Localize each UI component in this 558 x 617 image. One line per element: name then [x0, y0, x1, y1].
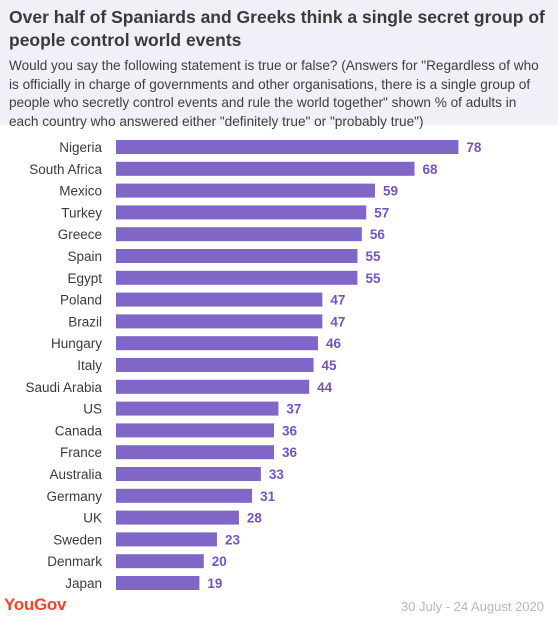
category-label-hungary: Hungary: [51, 336, 102, 351]
category-label-egypt: Egypt: [67, 271, 102, 286]
value-label-nigeria: 78: [466, 140, 482, 155]
value-label-germany: 31: [260, 489, 276, 504]
category-label-spain: Spain: [67, 249, 102, 264]
bar-brazil: [116, 314, 323, 329]
value-label-brazil: 47: [330, 314, 345, 329]
category-label-turkey: Turkey: [61, 205, 102, 220]
date-range: 30 July - 24 August 2020: [400, 599, 544, 614]
value-label-spain: 55: [365, 249, 381, 264]
category-label-italy: Italy: [77, 358, 102, 373]
bar-japan: [116, 576, 200, 590]
bar-turkey: [116, 205, 367, 220]
bar-saudi-arabia: [116, 379, 310, 394]
bar-uk: [116, 510, 239, 525]
category-label-south-africa: South Africa: [29, 162, 102, 177]
bar-south-africa: [116, 161, 415, 176]
value-label-france: 36: [282, 445, 298, 460]
bar-hungary: [116, 336, 318, 351]
bar-nigeria: [116, 140, 459, 154]
bar-egypt: [116, 270, 358, 285]
value-label-south-africa: 68: [423, 162, 439, 177]
chart-header: Over half of Spaniards and Greeks think …: [0, 0, 558, 129]
category-label-france: France: [60, 445, 102, 460]
category-label-sweden: Sweden: [53, 532, 102, 547]
value-label-denmark: 20: [212, 554, 227, 569]
chart-area: Nigeria 78 South Africa 68 Mexico 59 Turkey 57 G…: [0, 125, 558, 595]
chart-subtitle: Would you say the following statement is…: [9, 58, 539, 129]
value-label-poland: 47: [330, 293, 345, 308]
category-label-greece: Greece: [58, 227, 102, 242]
category-label-australia: Australia: [49, 467, 102, 482]
category-label-denmark: Denmark: [47, 554, 102, 569]
category-label-canada: Canada: [55, 423, 103, 438]
chart-footer: YouGov 30 July - 24 August 2020: [0, 595, 558, 617]
category-label-germany: Germany: [46, 489, 102, 504]
bar-greece: [116, 227, 362, 242]
value-label-mexico: 59: [383, 184, 398, 199]
bar-chart: Nigeria 78 South Africa 68 Mexico 59 Turkey 57 G…: [25, 140, 482, 591]
category-label-mexico: Mexico: [59, 184, 102, 199]
bar-italy: [116, 358, 314, 372]
bar-poland: [116, 292, 323, 307]
value-label-sweden: 23: [225, 532, 241, 547]
bar-spain: [116, 249, 358, 263]
value-label-turkey: 57: [374, 205, 389, 220]
value-label-uk: 28: [247, 511, 263, 526]
value-label-hungary: 46: [326, 336, 342, 351]
bar-australia: [116, 467, 261, 481]
bar-sweden: [116, 532, 217, 547]
category-label-us: US: [83, 402, 102, 417]
bar-denmark: [116, 554, 204, 569]
chart-title: Over half of Spaniards and Greeks think …: [9, 7, 545, 50]
bar-france: [116, 445, 275, 460]
value-label-egypt: 55: [365, 271, 381, 286]
value-label-greece: 56: [370, 227, 386, 242]
value-label-italy: 45: [322, 358, 338, 373]
bar-canada: [116, 423, 275, 438]
value-label-us: 37: [286, 402, 301, 417]
category-label-nigeria: Nigeria: [59, 140, 102, 155]
category-label-brazil: Brazil: [68, 314, 102, 329]
category-label-poland: Poland: [60, 293, 102, 308]
category-label-japan: Japan: [65, 576, 102, 591]
value-label-australia: 33: [269, 467, 285, 482]
category-label-uk: UK: [83, 511, 102, 526]
bar-germany: [116, 488, 253, 503]
value-label-canada: 36: [282, 423, 298, 438]
value-label-saudi-arabia: 44: [317, 380, 333, 395]
category-label-saudi-arabia: Saudi Arabia: [25, 380, 102, 395]
bar-us: [116, 401, 279, 416]
yougov-logo[interactable]: YouGov: [4, 595, 67, 614]
value-label-japan: 19: [207, 576, 222, 591]
bar-mexico: [116, 183, 376, 198]
